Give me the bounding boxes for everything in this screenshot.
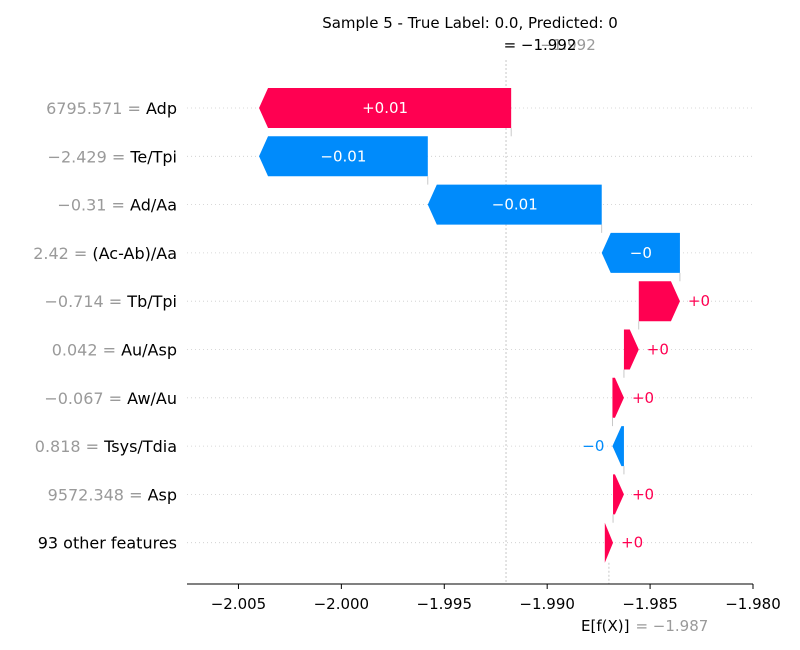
x-tick-label: −1.980 — [725, 595, 781, 613]
x-axis: −2.005 −2.000 −1.995 −1.990 −1.985 −1.980 — [187, 583, 781, 613]
feature-value: 0.818 = — [35, 437, 104, 456]
x-tick-label: −1.995 — [417, 595, 473, 613]
shap-bar — [259, 88, 512, 128]
shap-bar — [601, 232, 680, 273]
feature-name: Tb/Tpi — [126, 292, 177, 311]
x-tick-label: −1.990 — [519, 595, 575, 613]
feature-label: 2.42 = (Ac-Ab)/Aa — [33, 244, 177, 263]
feature-name: Aw/Au — [127, 389, 177, 408]
feature-label: −0.067 = Aw/Au — [44, 389, 177, 408]
feature-name: Tsys/Tdia — [103, 437, 177, 456]
shap-bar — [259, 136, 428, 177]
feature-name: Au/Asp — [121, 341, 177, 360]
ex-annotation: E[f(X)] = −1.987 — [581, 617, 708, 635]
shap-bar — [623, 329, 639, 370]
feature-value: −0.31 = — [57, 196, 130, 215]
fx-value-label: = −1.992 — [504, 36, 577, 54]
shap-bar — [613, 474, 624, 515]
shap-bar — [427, 184, 602, 225]
feature-label: 9572.348 = Asp — [48, 485, 177, 504]
x-tick-label: −2.000 — [314, 595, 370, 613]
ex-value-text: = −1.987 — [635, 617, 708, 635]
feature-label: −0.714 = Tb/Tpi — [45, 292, 178, 311]
x-tick-label: −2.005 — [211, 595, 267, 613]
ex-label: E[f(X)] = −1.987 — [581, 617, 708, 635]
feature-value: 2.42 = — [33, 244, 92, 263]
feature-value: −2.429 = — [48, 147, 131, 166]
bar-value-label: +0 — [632, 485, 654, 503]
feature-name: Asp — [148, 485, 177, 504]
bar-value-label: −0 — [582, 437, 604, 455]
reference-lines — [505, 60, 610, 584]
shap-bar — [612, 426, 624, 467]
shap-bar — [604, 522, 614, 563]
feature-value: 0.042 = — [52, 341, 121, 360]
feature-label: 0.818 = Tsys/Tdia — [35, 437, 177, 456]
ex-label-text: E[f(X)] — [581, 617, 629, 635]
bar-value-label: +0 — [647, 341, 669, 359]
feature-label: 0.042 = Au/Asp — [52, 341, 177, 360]
feature-name: 93 other features — [38, 534, 177, 553]
shap-bar — [638, 281, 680, 322]
feature-value: 9572.348 = — [48, 485, 148, 504]
feature-labels: 6795.571 = Adp −2.429 = Te/Tpi −0.31 = Ad/… — [33, 99, 177, 553]
fx-value-overlay: −1.992 — [540, 36, 596, 54]
x-tick-label: −1.985 — [622, 595, 678, 613]
feature-label: 93 other features — [38, 534, 177, 553]
fx-annotation: −1.992 = −1.992 — [504, 36, 596, 54]
feature-name: Ad/Aa — [130, 196, 177, 215]
feature-name: (Ac-Ab)/Aa — [92, 244, 177, 263]
feature-label: −2.429 = Te/Tpi — [48, 147, 177, 166]
chart-title: Sample 5 - True Label: 0.0, Predicted: 0 — [322, 14, 618, 32]
shap-bar — [612, 377, 624, 418]
feature-name: Te/Tpi — [129, 147, 177, 166]
feature-label: 6795.571 = Adp — [46, 99, 177, 118]
bar-value-label: +0 — [632, 389, 654, 407]
feature-name: Adp — [146, 99, 177, 118]
feature-value: −0.067 = — [44, 389, 127, 408]
bars: +0.01 −0.01 −0.01 −0 +0 +0 +0 −0 +0 +0 — [259, 88, 710, 563]
bar-value-label: −0.01 — [320, 147, 366, 165]
bar-value-label: −0.01 — [492, 196, 538, 214]
bar-value-label: +0.01 — [362, 99, 408, 117]
bar-value-label: +0 — [688, 292, 710, 310]
feature-label: −0.31 = Ad/Aa — [57, 196, 177, 215]
bar-value-label: +0 — [621, 534, 643, 552]
feature-value: 6795.571 = — [46, 99, 146, 118]
bar-value-label: −0 — [630, 244, 652, 262]
feature-value: −0.714 = — [45, 292, 128, 311]
